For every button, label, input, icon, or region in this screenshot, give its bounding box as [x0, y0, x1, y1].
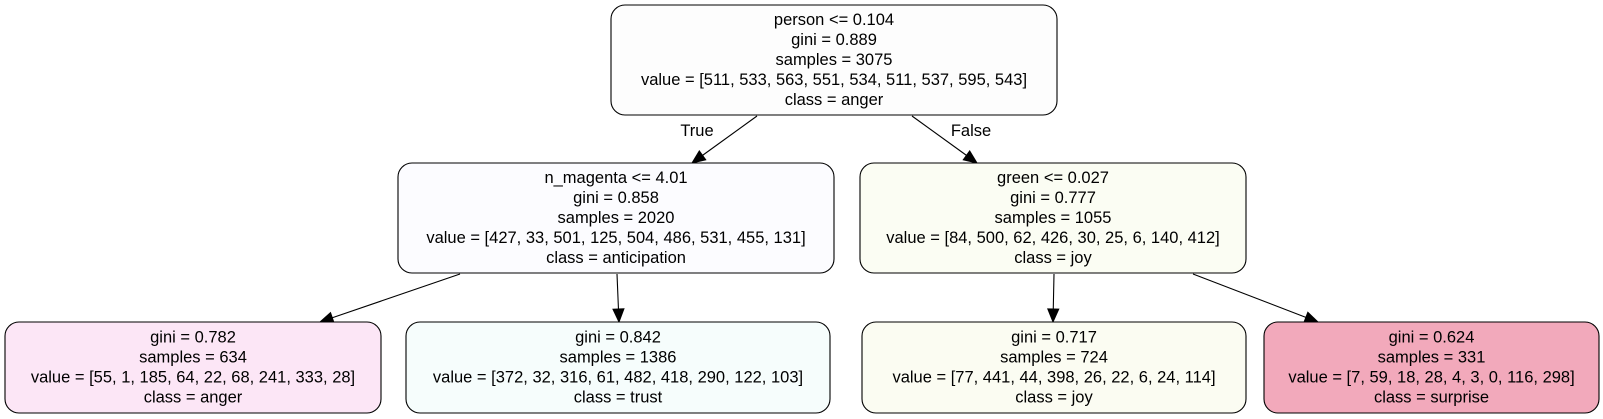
node-text-line: class = anger	[144, 389, 243, 407]
arrowhead-icon	[690, 150, 707, 164]
node-text-line: samples = 331	[1378, 349, 1486, 367]
node-box	[4, 321, 382, 414]
tree-node-n6: gini = 0.624 samples = 331 value = [7, 59,…	[1263, 321, 1600, 414]
edge-line	[616, 273, 620, 310]
nodes-layer: person <= 0.104 gini = 0.889 samples = 307…	[4, 4, 1600, 414]
node-text-line: value = [511, 533, 563, 551, 534, 511, 5…	[641, 71, 1027, 89]
node-text-line: gini = 0.782	[150, 329, 236, 347]
arrowhead-icon	[962, 150, 979, 164]
node-box	[610, 4, 1058, 116]
edge-n2-n5	[1047, 273, 1060, 324]
node-text-line: gini = 0.777	[1010, 189, 1096, 207]
node-box	[405, 321, 831, 414]
node-text-line: value = [7, 59, 18, 28, 4, 3, 0, 116, 29…	[1288, 369, 1574, 387]
node-text-line: class = joy	[1014, 249, 1092, 267]
edge-n2-n6	[1192, 273, 1320, 323]
edge-line	[702, 115, 758, 156]
node-text-line: gini = 0.717	[1011, 329, 1097, 347]
edge-line	[1052, 273, 1055, 310]
tree-node-n5: gini = 0.717 samples = 724 value = [77, 44…	[861, 321, 1247, 414]
node-text-line: class = anticipation	[546, 249, 686, 267]
node-text-line: class = anger	[785, 91, 884, 109]
node-text-line: class = surprise	[1374, 389, 1489, 407]
edge-label-true: True	[680, 122, 713, 140]
arrowhead-icon	[1047, 308, 1060, 324]
node-text-line: samples = 2020	[558, 209, 675, 227]
node-text-line: value = [427, 33, 501, 125, 504, 486, 53…	[426, 229, 805, 247]
node-text-line: samples = 1386	[560, 349, 677, 367]
arrowhead-icon	[318, 311, 335, 324]
node-text-line: samples = 724	[1000, 349, 1108, 367]
edge-line	[1192, 273, 1307, 318]
node-text-line: person <= 0.104	[774, 11, 894, 29]
tree-node-n1: n_magenta <= 4.01 gini = 0.858 samples = 2…	[397, 162, 835, 274]
arrowhead-icon	[612, 308, 625, 324]
node-text-line: green <= 0.027	[997, 169, 1109, 187]
node-text-line: class = joy	[1015, 389, 1093, 407]
node-box	[1263, 321, 1600, 414]
edge-n0-n1: True	[680, 115, 758, 164]
node-text-line: samples = 1055	[995, 209, 1112, 227]
node-text-line: samples = 634	[139, 349, 247, 367]
node-text-line: value = [84, 500, 62, 426, 30, 25, 6, 14…	[886, 229, 1219, 247]
node-text-line: gini = 0.842	[575, 329, 661, 347]
tree-node-n3: gini = 0.782 samples = 634 value = [55, 1,…	[4, 321, 382, 414]
edge-n0-n2: False	[911, 115, 991, 164]
node-box	[859, 162, 1247, 274]
node-box	[397, 162, 835, 274]
tree-node-n4: gini = 0.842 samples = 1386 value = [372, …	[405, 321, 831, 414]
node-text-line: gini = 0.858	[573, 189, 659, 207]
edge-n1-n3	[318, 273, 461, 324]
node-box	[861, 321, 1247, 414]
node-text-line: n_magenta <= 4.01	[544, 169, 687, 187]
edge-label-false: False	[951, 122, 991, 140]
node-text-line: gini = 0.889	[791, 31, 877, 49]
tree-node-n0: person <= 0.104 gini = 0.889 samples = 307…	[610, 4, 1058, 116]
node-text-line: value = [372, 32, 316, 61, 482, 418, 290…	[433, 369, 803, 387]
node-text-line: value = [55, 1, 185, 64, 22, 68, 241, 33…	[31, 369, 355, 387]
node-text-line: samples = 3075	[776, 51, 893, 69]
tree-node-n2: green <= 0.027 gini = 0.777 samples = 1055…	[859, 162, 1247, 274]
edge-line	[911, 115, 967, 156]
node-text-line: gini = 0.624	[1389, 329, 1475, 347]
arrowhead-icon	[1303, 311, 1320, 323]
node-text-line: class = trust	[574, 389, 663, 407]
node-text-line: value = [77, 441, 44, 398, 26, 22, 6, 24…	[892, 369, 1215, 387]
edge-line	[332, 273, 461, 319]
edge-n1-n4	[612, 273, 625, 324]
